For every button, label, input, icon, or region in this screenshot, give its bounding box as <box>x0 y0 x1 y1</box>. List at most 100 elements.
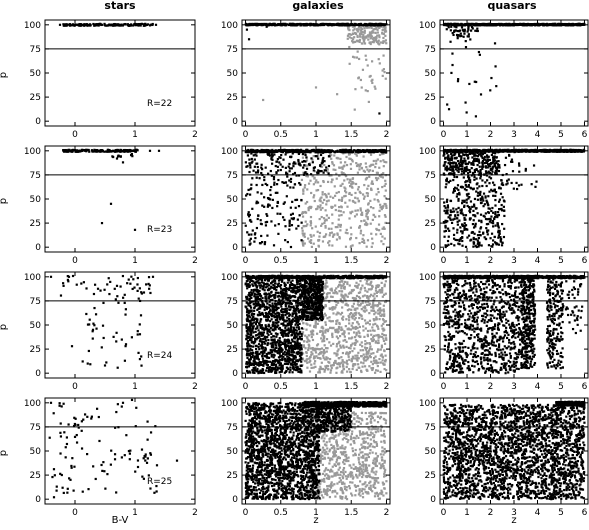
data-point <box>332 274 335 277</box>
data-point <box>260 275 263 278</box>
data-point <box>315 208 318 211</box>
data-point <box>362 306 365 309</box>
data-point <box>264 324 267 327</box>
data-point <box>261 204 264 207</box>
data-point <box>254 302 257 305</box>
data-point <box>292 283 295 287</box>
data-point <box>304 211 308 214</box>
data-point <box>283 371 286 374</box>
data-point <box>308 340 311 343</box>
data-point <box>263 340 266 343</box>
data-point <box>116 24 119 27</box>
data-point <box>330 366 333 370</box>
data-point <box>311 227 314 230</box>
x-tick-label: 2 <box>384 256 390 266</box>
data-point <box>369 275 372 278</box>
data-point <box>352 275 355 278</box>
data-point <box>251 276 254 279</box>
data-point <box>285 195 288 198</box>
data-point <box>274 321 277 324</box>
data-point <box>346 363 349 366</box>
data-point <box>335 352 338 355</box>
data-point <box>245 318 248 321</box>
data-point <box>343 195 346 198</box>
data-point <box>148 24 152 27</box>
data-point <box>251 371 255 374</box>
data-point <box>324 365 327 368</box>
data-point <box>281 341 284 344</box>
data-point <box>292 151 295 154</box>
data-point <box>364 340 367 343</box>
points-stars-row-2 <box>62 148 161 231</box>
data-point <box>261 240 264 244</box>
data-point <box>52 412 55 415</box>
data-point <box>245 301 248 304</box>
data-point <box>261 149 264 152</box>
data-point <box>256 162 259 165</box>
data-point <box>262 275 266 278</box>
data-point <box>250 339 253 342</box>
y-tick-label: 75 <box>30 297 41 307</box>
data-point <box>267 297 271 300</box>
data-point <box>87 349 90 353</box>
data-point <box>384 34 387 37</box>
data-point <box>336 93 339 96</box>
data-point <box>317 244 320 247</box>
data-point <box>130 152 134 156</box>
data-point <box>253 165 256 168</box>
data-point <box>337 22 340 26</box>
data-point <box>358 275 362 278</box>
data-point <box>377 334 380 337</box>
data-point <box>337 325 341 329</box>
data-point <box>362 362 365 365</box>
data-point <box>372 309 375 312</box>
data-point <box>342 150 345 153</box>
data-point <box>362 309 365 312</box>
data-point <box>129 154 133 157</box>
data-point <box>360 167 364 170</box>
data-point <box>355 39 359 42</box>
data-point <box>277 23 280 26</box>
data-point <box>245 194 248 197</box>
data-point <box>365 35 368 38</box>
data-point <box>119 148 122 152</box>
data-point <box>351 317 354 320</box>
data-point <box>274 149 277 153</box>
data-point <box>340 300 344 303</box>
data-point <box>309 215 313 219</box>
data-point <box>364 278 367 281</box>
data-point <box>85 23 89 26</box>
data-point <box>67 275 71 278</box>
data-point <box>294 198 297 202</box>
data-point <box>335 313 338 316</box>
data-point <box>251 292 254 295</box>
data-point <box>62 282 65 285</box>
data-point <box>311 309 314 312</box>
data-point <box>366 333 369 336</box>
data-point <box>276 205 279 208</box>
data-point <box>382 28 385 31</box>
data-point <box>350 185 353 188</box>
data-point <box>283 201 286 204</box>
data-point <box>259 284 263 287</box>
data-point <box>279 331 282 334</box>
data-point <box>286 324 289 327</box>
data-point <box>378 43 381 46</box>
data-point <box>298 337 301 340</box>
data-point <box>363 346 367 349</box>
data-point <box>316 188 320 192</box>
data-point <box>322 354 325 357</box>
data-point <box>357 199 361 202</box>
data-point <box>65 436 68 439</box>
data-point <box>319 153 323 157</box>
data-point <box>95 327 98 330</box>
data-point <box>368 277 372 280</box>
data-point <box>352 288 355 292</box>
data-point <box>90 149 94 152</box>
data-point <box>98 439 101 443</box>
data-point <box>323 358 326 361</box>
data-point <box>306 361 309 364</box>
data-point <box>326 168 329 171</box>
data-point <box>384 215 387 218</box>
